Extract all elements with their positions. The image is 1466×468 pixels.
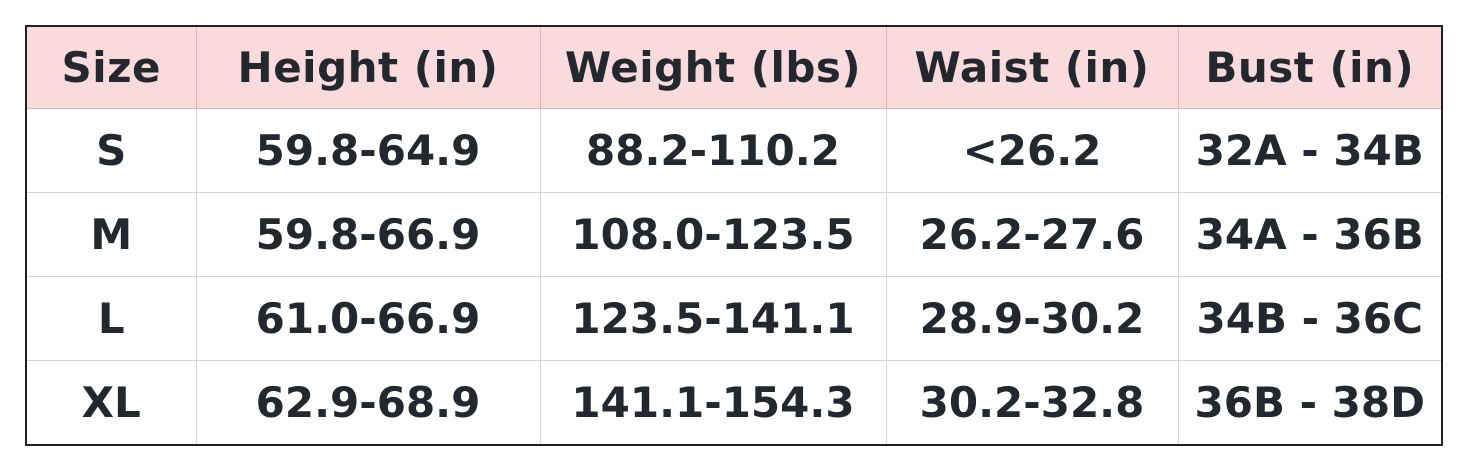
- cell-bust: 34A - 36B: [1177, 192, 1443, 277]
- cell-weight: 88.2-110.2: [539, 108, 887, 193]
- cell-height: 59.8-66.9: [195, 192, 541, 277]
- cell-weight: 141.1-154.3: [539, 360, 887, 446]
- table-header: Size Height (in) Weight (lbs) Waist (in)…: [25, 25, 1443, 109]
- cell-size: XL: [25, 360, 197, 446]
- cell-waist: <26.2: [885, 108, 1179, 193]
- cell-waist: 28.9-30.2: [885, 276, 1179, 361]
- header-bust: Bust (in): [1177, 25, 1443, 109]
- cell-waist: 30.2-32.8: [885, 360, 1179, 446]
- header-size: Size: [25, 25, 197, 109]
- size-chart-table: Size Height (in) Weight (lbs) Waist (in)…: [25, 25, 1443, 446]
- table-row: XL 62.9-68.9 141.1-154.3 30.2-32.8 36B - 38D: [25, 360, 1443, 446]
- cell-height: 62.9-68.9: [195, 360, 541, 446]
- cell-waist: 26.2-27.6: [885, 192, 1179, 277]
- header-waist: Waist (in): [885, 25, 1179, 109]
- table-row: M 59.8-66.9 108.0-123.5 26.2-27.6 34A - 36B: [25, 192, 1443, 277]
- header-height: Height (in): [195, 25, 541, 109]
- table-row: S 59.8-64.9 88.2-110.2 <26.2 32A - 34B: [25, 108, 1443, 193]
- cell-size: S: [25, 108, 197, 193]
- cell-bust: 32A - 34B: [1177, 108, 1443, 193]
- header-row: Size Height (in) Weight (lbs) Waist (in)…: [25, 25, 1443, 109]
- cell-height: 61.0-66.9: [195, 276, 541, 361]
- header-weight: Weight (lbs): [539, 25, 887, 109]
- cell-height: 59.8-64.9: [195, 108, 541, 193]
- cell-size: L: [25, 276, 197, 361]
- cell-size: M: [25, 192, 197, 277]
- cell-weight: 108.0-123.5: [539, 192, 887, 277]
- table-row: L 61.0-66.9 123.5-141.1 28.9-30.2 34B - 36C: [25, 276, 1443, 361]
- cell-bust: 36B - 38D: [1177, 360, 1443, 446]
- cell-weight: 123.5-141.1: [539, 276, 887, 361]
- table-body: S 59.8-64.9 88.2-110.2 <26.2 32A - 34B M 59.8-…: [25, 108, 1443, 446]
- cell-bust: 34B - 36C: [1177, 276, 1443, 361]
